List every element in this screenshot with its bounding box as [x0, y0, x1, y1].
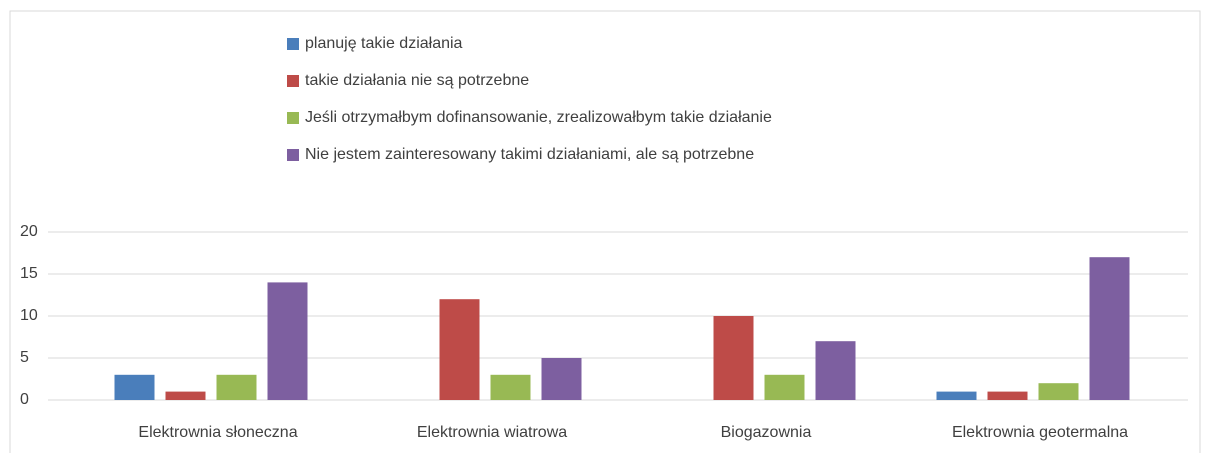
- bar: [165, 391, 206, 400]
- y-tick-label: 10: [20, 307, 38, 324]
- legend-label: Nie jestem zainteresowany takimi działan…: [305, 146, 754, 163]
- y-tick-label: 0: [20, 391, 29, 408]
- bar: [216, 374, 257, 400]
- chart-border: [9, 10, 1201, 453]
- y-tick-label: 20: [20, 223, 38, 240]
- bar: [713, 316, 754, 400]
- x-tick-label: Elektrownia geotermalna: [952, 424, 1128, 441]
- bar: [114, 374, 155, 400]
- bar: [490, 374, 531, 400]
- y-tick-label: 15: [20, 265, 38, 282]
- bar: [764, 374, 805, 400]
- legend-swatch: [287, 112, 299, 124]
- bar: [1038, 383, 1079, 400]
- legend-label: takie działania nie są potrzebne: [305, 72, 529, 89]
- x-tick-label: Elektrownia wiatrowa: [417, 424, 567, 441]
- x-tick-label: Biogazownia: [721, 424, 812, 441]
- legend-label: Jeśli otrzymałbym dofinansowanie, zreali…: [305, 109, 772, 126]
- legend-swatch: [287, 38, 299, 50]
- bar: [267, 282, 308, 400]
- x-tick-label: Elektrownia słoneczna: [138, 424, 297, 441]
- bar: [936, 391, 977, 400]
- bar: [439, 299, 480, 400]
- y-tick-label: 5: [20, 349, 29, 366]
- legend-swatch: [287, 75, 299, 87]
- bar: [1089, 257, 1130, 400]
- legend-swatch: [287, 149, 299, 161]
- bar: [541, 358, 582, 400]
- bar: [815, 341, 856, 400]
- bar: [987, 391, 1028, 400]
- legend-label: planuję takie działania: [305, 35, 463, 52]
